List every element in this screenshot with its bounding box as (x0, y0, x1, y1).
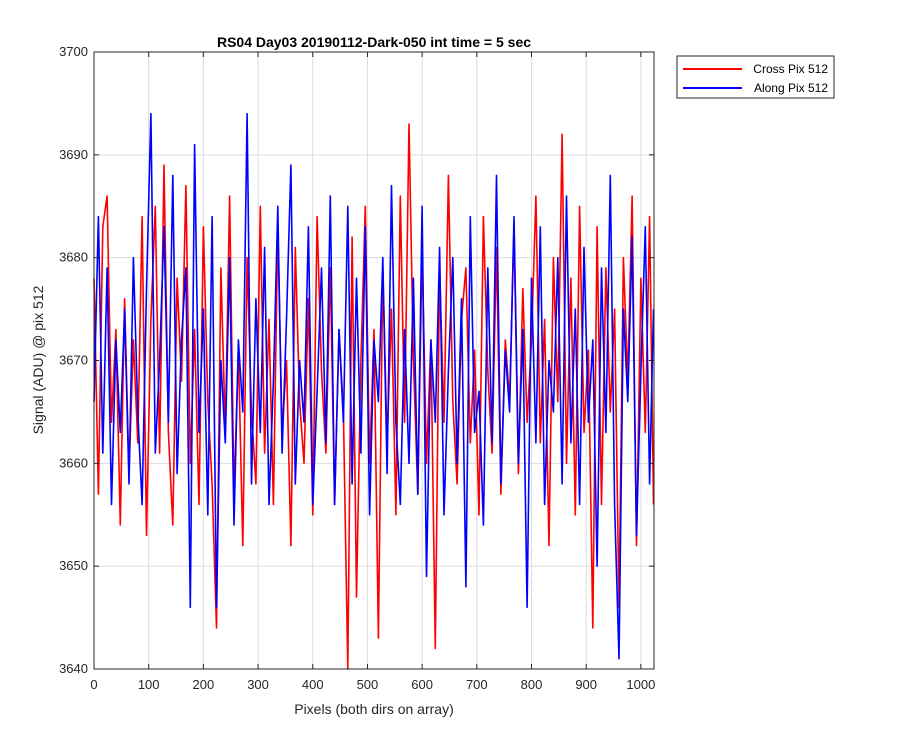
y-axis-label: Signal (ADU) @ pix 512 (30, 285, 46, 434)
x-tick-label: 700 (466, 677, 488, 692)
y-tick-labels: 3640 3650 3660 3670 3680 3690 3700 (59, 44, 88, 676)
x-tick-label: 200 (193, 677, 215, 692)
x-tick-label: 400 (302, 677, 324, 692)
y-tick-label: 3680 (59, 250, 88, 265)
series-layer (93, 112, 655, 670)
x-tick-label: 100 (138, 677, 160, 692)
x-tick-labels: 0 100 200 300 400 500 600 700 800 900 1000 (90, 677, 655, 692)
series-line-cross-pix-512 (93, 123, 655, 670)
legend-label-cross: Cross Pix 512 (753, 62, 828, 76)
ticks (93, 51, 654, 670)
x-tick-label: 600 (411, 677, 433, 692)
x-tick-label: 800 (521, 677, 543, 692)
y-tick-label: 3650 (59, 558, 88, 573)
legend: Cross Pix 512 Along Pix 512 (676, 55, 835, 99)
x-axis-label: Pixels (both dirs on array) (294, 701, 454, 717)
chart-title: RS04 Day03 20190112-Dark-050 int time = … (217, 34, 531, 50)
legend-box (676, 55, 835, 99)
y-tick-label: 3660 (59, 455, 88, 470)
y-tick-label: 3670 (59, 353, 88, 368)
y-tick-label: 3640 (59, 661, 88, 676)
y-tick-label: 3690 (59, 147, 88, 162)
x-tick-label: 900 (575, 677, 597, 692)
legend-label-along: Along Pix 512 (754, 81, 828, 95)
x-tick-label: 300 (247, 677, 269, 692)
series-line-along-pix-512 (93, 112, 655, 660)
x-tick-label: 1000 (626, 677, 655, 692)
y-tick-label: 3700 (59, 44, 88, 59)
x-tick-label: 0 (90, 677, 97, 692)
x-tick-label: 500 (357, 677, 379, 692)
